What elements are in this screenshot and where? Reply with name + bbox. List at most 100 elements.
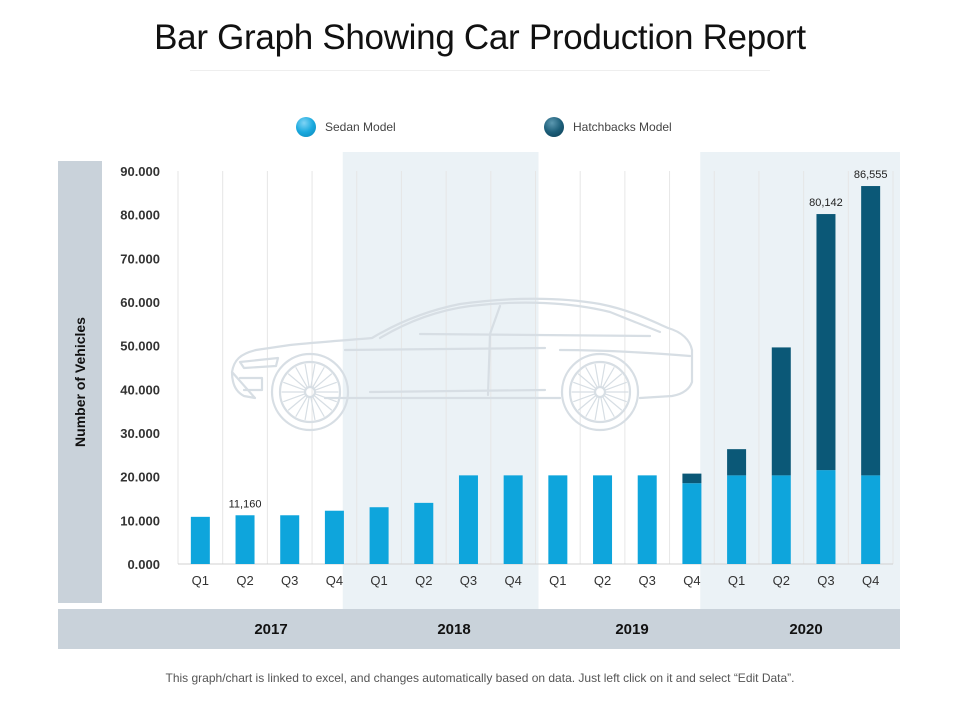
wheel-spoke bbox=[577, 395, 597, 411]
bar-hatchback bbox=[727, 449, 747, 476]
x-tick-label: Q1 bbox=[192, 573, 209, 588]
wheel-spoke bbox=[295, 396, 308, 417]
gridlines bbox=[177, 171, 894, 564]
car-roof-line bbox=[378, 301, 662, 340]
wheel-spoke bbox=[603, 395, 623, 411]
title-divider bbox=[190, 70, 770, 71]
y-tick-label: 10.000 bbox=[120, 513, 160, 528]
car-rear-wheel bbox=[568, 360, 632, 424]
x-tick-label: Q4 bbox=[862, 573, 879, 588]
bar-sedan bbox=[727, 475, 747, 564]
labels: Q1 Q2 Q3 Q4 Q1 Q2 Q3 Q4 Q1 Q2 Q3 Q4 Q1 Q2 Q3 Q4 11,160 80… bbox=[192, 169, 888, 588]
car-rear-hub bbox=[593, 385, 607, 399]
car-grille bbox=[238, 376, 264, 392]
data-label: 11,160 bbox=[229, 498, 262, 510]
x-tick-label: Q1 bbox=[370, 573, 387, 588]
car-window-line bbox=[418, 332, 652, 338]
bar-sedan bbox=[816, 470, 836, 564]
x-tick-label: Q3 bbox=[460, 573, 477, 588]
y-tick-label: 30.000 bbox=[120, 426, 160, 441]
wheel-spoke bbox=[600, 397, 606, 421]
wheel-spoke bbox=[585, 396, 598, 417]
x-tick-label: Q4 bbox=[504, 573, 521, 588]
wheel-spoke bbox=[573, 381, 595, 391]
legend-item-hatchback: Hatchbacks Model bbox=[544, 117, 672, 137]
bar-hatchback bbox=[771, 347, 791, 476]
year-label-2018: 2018 bbox=[437, 621, 471, 638]
y-tick-label: 80.000 bbox=[120, 208, 160, 223]
bar-sedan bbox=[637, 475, 657, 564]
wheel-spoke bbox=[315, 393, 337, 403]
wheel-spoke bbox=[295, 367, 308, 388]
bar-sedan bbox=[280, 515, 300, 564]
wheel-spoke bbox=[603, 373, 623, 389]
wheel-spoke bbox=[313, 373, 333, 389]
bar-hatchback bbox=[682, 473, 702, 484]
y-tick-label: 60.000 bbox=[120, 295, 160, 310]
x-tick-label: Q2 bbox=[236, 573, 253, 588]
x-tick-label: Q2 bbox=[594, 573, 611, 588]
data-label: 80,142 bbox=[809, 197, 843, 209]
year-label-2020: 2020 bbox=[789, 621, 823, 638]
bars bbox=[190, 186, 881, 564]
y-tick-label: 0.000 bbox=[127, 557, 160, 572]
y-axis-label: Number of Vehicles bbox=[72, 317, 88, 447]
wheel-spoke bbox=[602, 367, 615, 388]
wheel-spoke bbox=[287, 395, 307, 411]
car-wheel-spokes bbox=[281, 363, 629, 421]
car-front-hub bbox=[303, 385, 317, 399]
legend-item-sedan: Sedan Model bbox=[296, 117, 396, 137]
x-tick-label: Q2 bbox=[773, 573, 790, 588]
y-axis-label-band bbox=[58, 161, 102, 603]
year-label-2017: 2017 bbox=[254, 621, 288, 638]
hatchback-legend-dot-icon bbox=[544, 117, 564, 137]
year-label-band bbox=[58, 609, 900, 649]
car-headlight bbox=[238, 356, 280, 370]
bar-sedan bbox=[458, 475, 478, 564]
car-side-crease bbox=[343, 346, 692, 358]
footnote: This graph/chart is linked to excel, and… bbox=[165, 671, 795, 685]
y-tick-label: 20.000 bbox=[120, 470, 160, 485]
wheel-spoke bbox=[594, 397, 600, 421]
bar-sedan bbox=[771, 475, 791, 564]
wheel-spoke bbox=[310, 397, 316, 421]
wheel-spoke bbox=[283, 393, 305, 403]
wheel-spoke bbox=[287, 373, 307, 389]
wheel-spoke bbox=[594, 363, 600, 387]
wheel-spoke bbox=[585, 367, 598, 388]
bar-sedan bbox=[235, 515, 255, 564]
y-tick-label: 40.000 bbox=[120, 382, 160, 397]
bar-hatchback bbox=[816, 214, 836, 471]
wheel-spoke bbox=[312, 396, 325, 417]
x-tick-label: Q1 bbox=[549, 573, 566, 588]
wheel-spoke bbox=[313, 395, 333, 411]
wheel-spoke bbox=[602, 396, 615, 417]
bar-sedan bbox=[414, 502, 434, 564]
car-outline-illustration bbox=[230, 297, 694, 432]
wheel-spoke bbox=[605, 393, 627, 403]
wheel-spoke bbox=[577, 373, 597, 389]
year-label-2019: 2019 bbox=[615, 621, 649, 638]
y-tick-label: 70.000 bbox=[120, 251, 160, 266]
x-tick-label: Q3 bbox=[281, 573, 298, 588]
x-tick-label: Q2 bbox=[415, 573, 432, 588]
wheel-spoke bbox=[304, 363, 310, 387]
bar-sedan bbox=[190, 516, 210, 564]
car-rear-wheel-arch bbox=[560, 352, 640, 432]
wheel-spoke bbox=[283, 381, 305, 391]
x-tick-label: Q4 bbox=[683, 573, 700, 588]
x-tick-label: Q1 bbox=[728, 573, 745, 588]
bar-sedan bbox=[861, 475, 881, 564]
bar-sedan bbox=[548, 475, 568, 564]
y-tick-label: 50.000 bbox=[120, 339, 160, 354]
bar-sedan bbox=[324, 510, 344, 564]
wheel-spoke bbox=[310, 363, 316, 387]
wheel-spoke bbox=[312, 367, 325, 388]
data-label: 86,555 bbox=[854, 169, 888, 181]
car-body-outline bbox=[230, 297, 694, 400]
wheel-spoke bbox=[304, 397, 310, 421]
car-front-wheel bbox=[278, 360, 342, 424]
x-tick-label: Q3 bbox=[639, 573, 656, 588]
bar-sedan bbox=[503, 475, 523, 564]
